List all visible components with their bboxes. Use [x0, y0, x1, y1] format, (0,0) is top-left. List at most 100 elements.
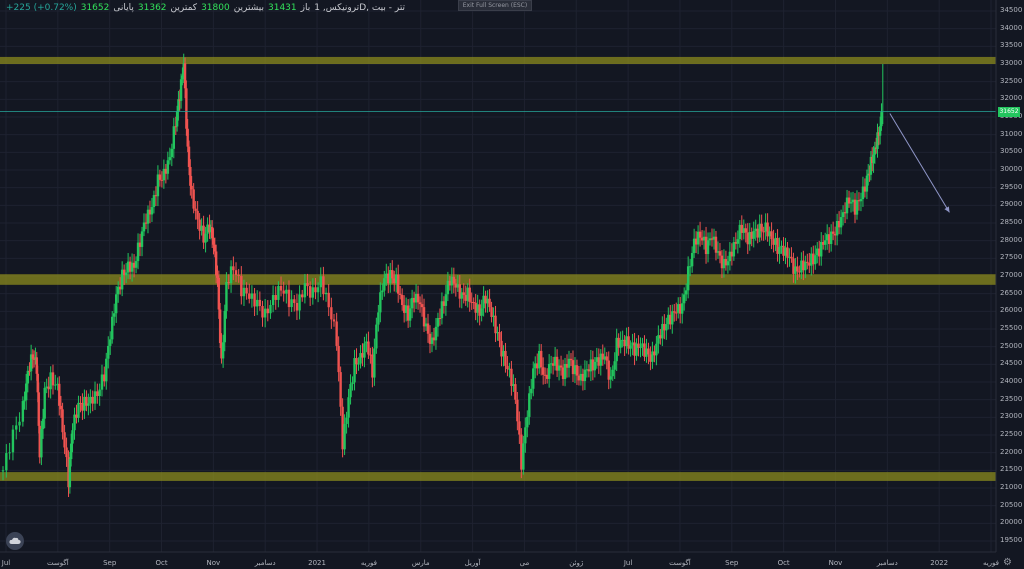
support-resistance-zones [0, 56, 996, 481]
candle-body [754, 228, 757, 231]
candle-body [599, 353, 602, 366]
candle-body [545, 374, 549, 379]
candle-body [168, 157, 172, 161]
candle-body [227, 282, 230, 284]
candle-body [311, 287, 315, 298]
candle-body [857, 200, 861, 202]
candle-body [220, 343, 223, 359]
candle-body [43, 387, 46, 419]
candle-body [428, 333, 432, 344]
candle-body [837, 221, 841, 228]
candle-body [363, 343, 366, 358]
candle-body [460, 292, 463, 299]
candle-body [277, 285, 280, 300]
candle-body [89, 396, 92, 404]
time-tick-label: می [519, 559, 530, 567]
candle-body [391, 270, 394, 279]
candle-body [240, 275, 243, 297]
candle-body [514, 384, 517, 400]
candle-body [671, 311, 674, 325]
candle-body [522, 443, 525, 470]
candle-body [708, 238, 712, 241]
candle-body [245, 287, 248, 294]
candle-body [748, 231, 751, 245]
candle-body [712, 236, 716, 240]
candle-body [15, 425, 18, 430]
candle-body [518, 421, 521, 435]
candle-body [589, 359, 593, 372]
candle-body [730, 251, 734, 257]
candle-body [250, 293, 254, 299]
candle-body [784, 247, 787, 256]
candle-body [148, 209, 152, 215]
candle-body [393, 278, 396, 284]
candle-body [373, 348, 376, 378]
close-label: پایانی [113, 3, 134, 13]
candle-body [827, 234, 831, 245]
candle-body [229, 266, 233, 284]
candle-body [508, 368, 511, 370]
exit-fullscreen-button[interactable]: Exit Full Screen (ESC) [458, 0, 532, 11]
candle-body [371, 354, 374, 378]
candle-body [770, 231, 773, 240]
projection-arrow [889, 113, 950, 213]
time-tick-label: مارس [411, 559, 430, 567]
candle-body [547, 363, 551, 379]
candle-body [71, 430, 74, 444]
candle-body [337, 345, 340, 373]
candle-body [377, 312, 380, 325]
candle-body [738, 224, 742, 240]
candle-body [8, 452, 11, 454]
candle-body [506, 365, 509, 370]
candle-body [134, 261, 138, 268]
candle-body [617, 337, 620, 348]
candle-body [21, 401, 25, 422]
candle-body [673, 311, 676, 313]
symbol-title[interactable]: ترونیکس, 1D, تتر - بیت [314, 3, 406, 13]
candle-body [839, 217, 843, 228]
candle-body [480, 308, 483, 316]
ohlc-legend: +225 (+0.72%) 31652 پایانی 31362 کمترین … [6, 3, 405, 13]
candle-body [603, 356, 606, 360]
candle-body [575, 365, 579, 376]
candle-body [825, 234, 829, 241]
candle-body [532, 368, 535, 389]
candle-body [1, 470, 5, 472]
candlestick-series [1, 53, 884, 497]
candle-body [486, 298, 489, 304]
candle-body [91, 396, 94, 404]
candle-body [189, 166, 192, 186]
candle-body [710, 238, 714, 240]
candle-body [208, 224, 211, 233]
candle-body [742, 228, 745, 233]
price-tick-label: 30500 [1000, 147, 1023, 156]
cloud-icon[interactable] [6, 532, 24, 550]
candle-body [623, 339, 626, 347]
time-tick-label: Nov [828, 559, 843, 567]
price-tick-label: 24000 [1000, 377, 1023, 385]
candle-body [814, 255, 817, 265]
candle-body [174, 126, 177, 128]
gear-icon[interactable]: ⚙ [1003, 557, 1012, 568]
candle-body [833, 233, 837, 236]
candle-body [190, 185, 193, 190]
open-value: 31431 [268, 3, 297, 13]
candle-body [59, 405, 63, 410]
candle-body [23, 400, 26, 402]
candle-body [692, 238, 696, 254]
candle-body [339, 372, 342, 407]
candle-body [466, 287, 469, 301]
candle-body [256, 299, 259, 307]
candle-body [593, 361, 597, 371]
candle-body [327, 292, 330, 308]
candle-body [625, 336, 628, 347]
candle-body [67, 457, 70, 488]
candle-body [657, 335, 660, 344]
candle-body [175, 111, 179, 127]
candle-body [164, 168, 168, 174]
candle-body [526, 416, 529, 428]
candle-body [85, 396, 88, 406]
candle-body [859, 199, 863, 202]
candle-body [357, 363, 360, 365]
